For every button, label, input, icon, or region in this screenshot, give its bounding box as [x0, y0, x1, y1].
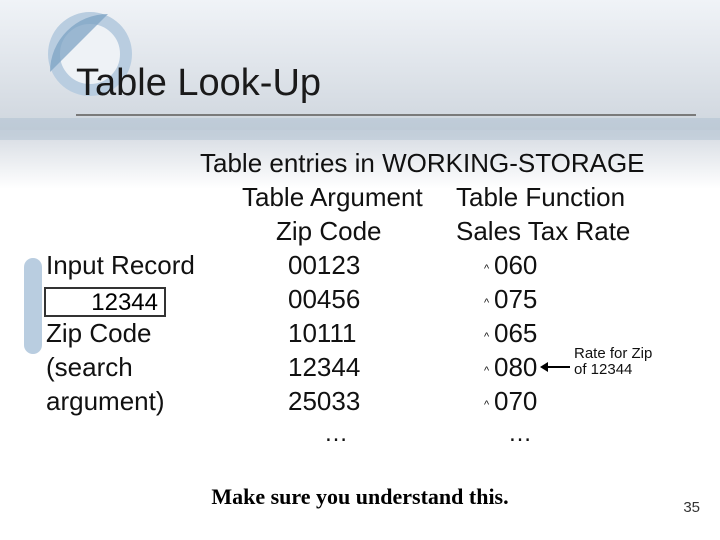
input-record-label: Input Record	[46, 250, 195, 281]
search-label-2: argument)	[46, 386, 165, 417]
rate-ellipsis: …	[508, 420, 532, 448]
rate-row-4: 070	[494, 386, 537, 417]
footer-text: Make sure you understand this.	[0, 484, 720, 510]
annotation-line2: of 12344	[574, 362, 632, 379]
input-record-box: 12344	[44, 287, 166, 317]
zip-ellipsis: …	[324, 420, 348, 448]
caret-icon: ^	[484, 399, 489, 411]
rate-row-3: 080	[494, 352, 537, 383]
title-rule	[76, 114, 696, 116]
col1-subheader: Zip Code	[276, 216, 382, 247]
col1-header: Table Argument	[242, 182, 423, 213]
col2-header: Table Function	[456, 182, 625, 213]
rate-row-0: 060	[494, 250, 537, 281]
caret-icon: ^	[484, 331, 489, 343]
accent-band	[0, 118, 720, 140]
caret-icon: ^	[484, 297, 489, 309]
zip-row-2: 10111	[288, 318, 356, 349]
storage-heading: Table entries in WORKING-STORAGE	[200, 148, 645, 179]
rate-row-2: 065	[494, 318, 537, 349]
zip-row-0: 00123	[288, 250, 360, 281]
search-label-1: (search	[46, 352, 133, 383]
slide: Table Look-Up Table entries in WORKING-S…	[0, 0, 720, 540]
content-area: Table entries in WORKING-STORAGE Table A…	[40, 148, 700, 500]
zip-row-4: 25033	[288, 386, 360, 417]
arrow-left-icon	[546, 366, 570, 368]
zip-row-3: 12344	[288, 352, 360, 383]
col2-subheader: Sales Tax Rate	[456, 216, 630, 247]
page-number: 35	[683, 499, 700, 516]
rate-row-1: 075	[494, 284, 537, 315]
caret-icon: ^	[484, 365, 489, 377]
slide-title: Table Look-Up	[76, 62, 321, 105]
zipcode-label: Zip Code	[46, 318, 152, 349]
zip-row-1: 00456	[288, 284, 360, 315]
caret-icon: ^	[484, 263, 489, 275]
